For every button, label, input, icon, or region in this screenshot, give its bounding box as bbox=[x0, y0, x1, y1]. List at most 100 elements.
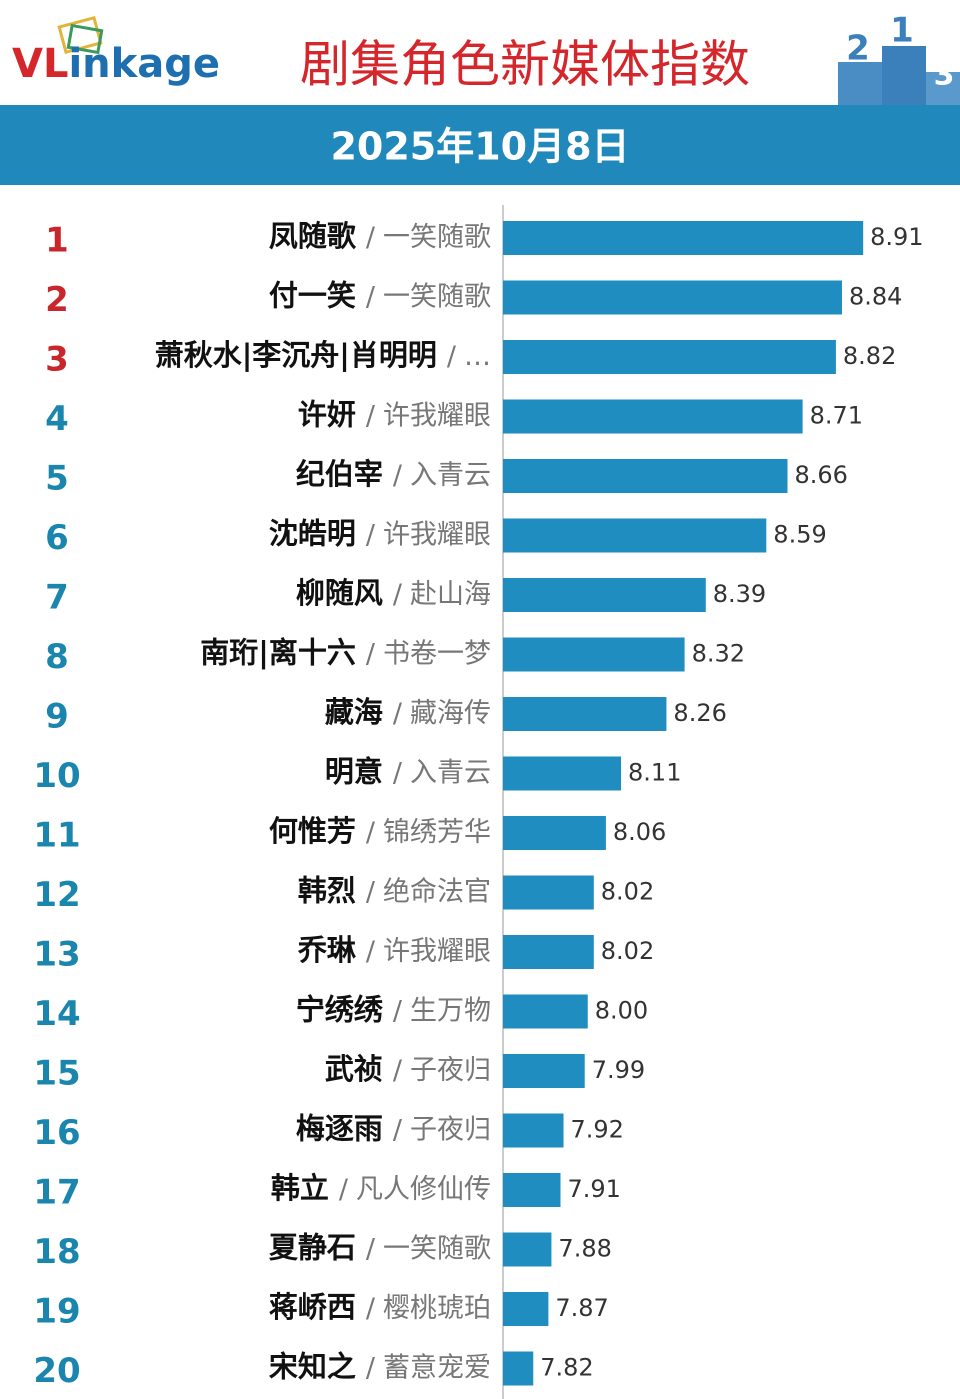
bar bbox=[503, 221, 864, 255]
rank: 11 bbox=[33, 816, 80, 856]
separator: / bbox=[366, 817, 376, 848]
chart-title: 剧集角色新媒体指数 bbox=[300, 36, 750, 94]
separator: / bbox=[366, 222, 376, 253]
bar bbox=[503, 340, 836, 374]
value-label: 7.88 bbox=[558, 1235, 611, 1263]
row-label: 萧秋水|李沉舟|肖明明 /… bbox=[155, 338, 491, 372]
character-name: 宋知之 bbox=[269, 1350, 356, 1384]
separator: / bbox=[393, 579, 403, 610]
podium-block bbox=[838, 62, 882, 106]
separator: / bbox=[366, 519, 376, 550]
rank: 18 bbox=[33, 1232, 80, 1272]
drama-name: 一笑随歌 bbox=[383, 1233, 491, 1264]
bar bbox=[503, 875, 594, 910]
drama-name: 凡人修仙传 bbox=[356, 1174, 491, 1205]
drama-name: 一笑随歌 bbox=[383, 222, 491, 253]
rank: 1 bbox=[45, 221, 69, 261]
drama-name: 入青云 bbox=[410, 757, 491, 788]
separator: / bbox=[366, 281, 376, 312]
separator: / bbox=[366, 1352, 376, 1383]
row-label: 夏静石 / 一笑随歌 bbox=[269, 1231, 491, 1265]
rank: 20 bbox=[33, 1351, 80, 1391]
rank: 2 bbox=[45, 280, 69, 320]
value-label: 7.82 bbox=[540, 1354, 593, 1382]
logo-text: VLinkage bbox=[12, 41, 220, 87]
podium-digit: 3 bbox=[934, 58, 955, 93]
character-name: 沈皓明 bbox=[269, 517, 356, 551]
character-name: 夏静石 bbox=[269, 1231, 356, 1265]
value-label: 7.91 bbox=[568, 1175, 621, 1203]
bar bbox=[503, 994, 588, 1029]
rank: 10 bbox=[33, 756, 80, 796]
rank: 13 bbox=[33, 935, 80, 975]
podium-block bbox=[882, 46, 926, 106]
drama-name: … bbox=[464, 341, 491, 372]
row-label: 宁绣绣 / 生万物 bbox=[296, 993, 491, 1027]
value-label: 8.66 bbox=[794, 461, 847, 489]
podium-block bbox=[926, 72, 960, 106]
bar bbox=[503, 1232, 552, 1267]
rank: 15 bbox=[33, 1054, 80, 1094]
separator: / bbox=[447, 341, 457, 372]
character-name: 纪伯宰 bbox=[296, 457, 383, 491]
rank: 3 bbox=[45, 340, 69, 380]
podium-digit: 1 bbox=[890, 11, 914, 51]
value-label: 7.92 bbox=[571, 1116, 624, 1144]
drama-name: 赴山海 bbox=[410, 579, 491, 610]
separator: / bbox=[366, 1293, 376, 1324]
rank: 12 bbox=[33, 875, 80, 915]
drama-name: 锦绣芳华 bbox=[383, 817, 491, 848]
date-band bbox=[0, 105, 960, 185]
drama-name: 子夜归 bbox=[410, 1055, 491, 1086]
character-name: 何惟芳 bbox=[269, 814, 356, 848]
separator: / bbox=[393, 460, 403, 491]
character-name: 藏海 bbox=[325, 695, 383, 729]
value-label: 8.00 bbox=[595, 997, 648, 1025]
value-label: 7.87 bbox=[555, 1294, 608, 1322]
bar bbox=[503, 1351, 534, 1386]
bar bbox=[503, 518, 767, 553]
drama-name: 书卷一梦 bbox=[383, 638, 491, 669]
character-name: 凤随歌 bbox=[269, 219, 357, 253]
separator: / bbox=[366, 936, 376, 967]
separator: / bbox=[366, 1233, 376, 1264]
value-label: 8.06 bbox=[613, 818, 666, 846]
character-name: 蒋峤西 bbox=[269, 1290, 356, 1324]
rank: 8 bbox=[45, 637, 69, 677]
row-label: 藏海 / 藏海传 bbox=[325, 695, 491, 729]
value-label: 8.02 bbox=[601, 937, 654, 965]
separator: / bbox=[393, 1055, 403, 1086]
row-label: 许妍 / 许我耀眼 bbox=[298, 398, 491, 432]
character-name: 韩立 bbox=[271, 1171, 329, 1205]
rank: 16 bbox=[33, 1113, 80, 1153]
drama-name: 生万物 bbox=[410, 995, 491, 1026]
bar bbox=[503, 280, 842, 315]
character-name: 宁绣绣 bbox=[296, 993, 384, 1027]
character-name: 韩烈 bbox=[298, 874, 356, 908]
bar bbox=[503, 399, 803, 434]
value-label: 7.99 bbox=[592, 1056, 645, 1084]
bar bbox=[503, 697, 667, 731]
character-name: 明意 bbox=[325, 755, 383, 789]
character-name: 萧秋水|李沉舟|肖明明 bbox=[155, 338, 437, 372]
logo-part: VL bbox=[12, 41, 68, 87]
separator: / bbox=[393, 698, 403, 729]
value-label: 8.11 bbox=[628, 759, 681, 787]
value-label: 8.84 bbox=[849, 283, 902, 311]
drama-name: 许我耀眼 bbox=[383, 519, 491, 550]
bar bbox=[503, 1173, 561, 1207]
row-label: 武祯 / 子夜归 bbox=[325, 1052, 491, 1086]
separator: / bbox=[366, 876, 376, 907]
row-label: 蒋峤西 / 樱桃琥珀 bbox=[269, 1290, 491, 1324]
bar bbox=[503, 637, 685, 672]
value-label: 8.82 bbox=[843, 342, 896, 370]
rank: 4 bbox=[45, 399, 69, 439]
row-label: 韩烈 / 绝命法官 bbox=[298, 874, 491, 908]
rank: 7 bbox=[45, 578, 69, 618]
value-label: 8.39 bbox=[713, 580, 766, 608]
row-label: 凤随歌 / 一笑随歌 bbox=[269, 219, 491, 253]
row-label: 宋知之 / 蓄意宠爱 bbox=[269, 1350, 491, 1384]
separator: / bbox=[393, 757, 403, 788]
character-name: 南珩|离十六 bbox=[200, 636, 356, 670]
